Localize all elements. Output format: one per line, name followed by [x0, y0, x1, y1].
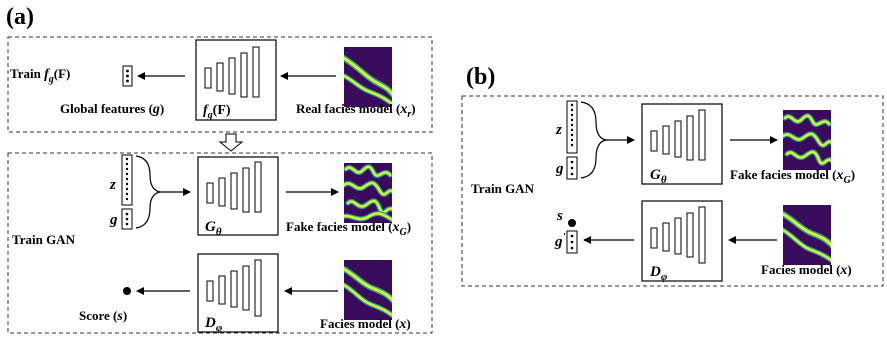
- panel-a-bottom-box: [7, 152, 433, 334]
- score-dot-a: [123, 287, 131, 295]
- discriminator-label-b: Dφ: [649, 264, 668, 283]
- fake-facies-label-a: Fake facies model (xG): [286, 219, 411, 238]
- latent-vector-z-b: [566, 100, 578, 154]
- feature-network-fg: fg(F): [195, 39, 277, 121]
- generator-network-a: Gθ: [197, 156, 279, 238]
- z-label-a: z: [109, 177, 116, 193]
- brace-b: [580, 101, 607, 179]
- latent-vector-z-a: [121, 154, 133, 206]
- panel-b-label: (b): [466, 64, 495, 90]
- facies-label-b: Facies model (x): [761, 262, 852, 278]
- score-label-a: Score (s): [79, 308, 127, 324]
- facies-image-a: [344, 260, 392, 320]
- fake-facies-image-a: [344, 163, 392, 223]
- flow-down-arrow: [218, 133, 244, 152]
- panel-a-top-box: [7, 36, 433, 133]
- g-label-b: g: [555, 161, 564, 177]
- s-label-b: s: [556, 208, 563, 224]
- generator-network-b: Gθ: [641, 103, 723, 186]
- fake-facies-image-b: [783, 110, 831, 170]
- feature-vector-g-b: [566, 156, 578, 180]
- predicted-feature-vector-b: [566, 230, 578, 254]
- facies-image-b: [783, 205, 831, 265]
- generator-label-b: Gθ: [650, 167, 667, 186]
- fg-network-label: fg(F): [203, 103, 231, 121]
- real-facies-label: Real facies model (xr): [296, 101, 416, 120]
- global-features-label: Global features (g): [60, 101, 164, 117]
- z-label-b: z: [555, 122, 562, 138]
- brace-a: [135, 155, 161, 229]
- discriminator-network-a: Dφ: [197, 253, 279, 334]
- facies-label-a: Facies model (x): [320, 316, 411, 332]
- discriminator-label-a: Dφ: [204, 315, 223, 334]
- panel-b-box: [461, 95, 884, 287]
- generator-label-a: Gθ: [205, 219, 222, 238]
- train-gan-label-b: Train GAN: [471, 181, 535, 196]
- global-feature-vector: [122, 65, 133, 87]
- train-fg-label: Train fg(F): [10, 66, 70, 85]
- score-dot-b: [568, 219, 576, 227]
- g-label-a: g: [109, 212, 118, 228]
- g-prime-label-b: g': [554, 231, 566, 250]
- train-gan-label-a: Train GAN: [12, 232, 76, 247]
- fake-facies-label-b: Fake facies model (xG): [730, 167, 855, 186]
- feature-vector-g-a: [121, 208, 133, 230]
- real-facies-image: [344, 47, 392, 107]
- discriminator-network-b: Dφ: [641, 200, 723, 283]
- panel-a-label: (a): [6, 4, 34, 30]
